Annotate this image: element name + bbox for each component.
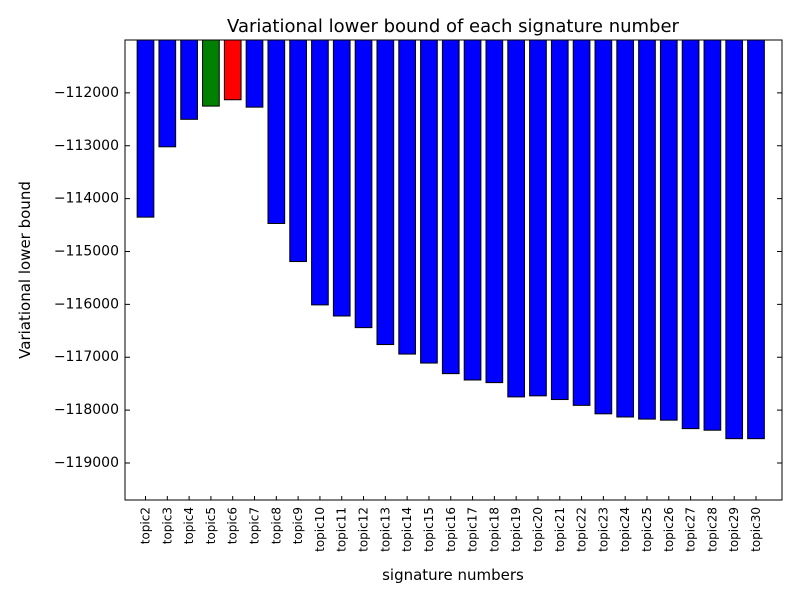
x-tick-label: topic18 (487, 507, 501, 552)
bar-topic30 (747, 39, 765, 440)
x-tick-label: topic24 (618, 507, 632, 552)
bar-topic12 (354, 39, 373, 329)
y-axis: −112000 −113000 −114000 −115000 −116000 −1170… (54, 85, 782, 471)
x-tick-label: topic27 (684, 507, 698, 552)
x-tick-label: topic21 (553, 507, 567, 552)
bar-topic20 (529, 39, 547, 397)
x-tick-label: topic14 (400, 507, 414, 552)
bar-topic19 (507, 39, 525, 398)
y-tick-label: −117000 (54, 349, 119, 365)
bar-topic8 (267, 39, 286, 224)
x-tick-label: topic12 (357, 507, 371, 552)
x-tick-label: topic16 (444, 507, 458, 552)
bar-topic22 (572, 39, 591, 406)
y-tick-label: −113000 (54, 138, 119, 154)
bar-topic25 (638, 39, 656, 420)
x-tick-label: topic25 (640, 507, 654, 552)
x-tick-label: topic13 (378, 507, 392, 552)
bar-topic11 (332, 39, 351, 317)
x-tick-label: topic10 (313, 507, 327, 552)
x-tick-label: topic26 (662, 507, 676, 552)
x-tick-label: topic2 (139, 507, 153, 544)
bars-layer (136, 39, 765, 440)
bar-topic14 (398, 39, 416, 355)
x-tick-label: topic15 (422, 507, 436, 552)
x-tick-label: topic29 (727, 507, 741, 552)
chart-title: Variational lower bound of each signatur… (227, 16, 680, 37)
bar-topic29 (725, 39, 744, 440)
bar-topic21 (550, 39, 569, 401)
x-tick-label: topic9 (291, 507, 305, 544)
bar-topic16 (441, 39, 460, 375)
bar-topic18 (485, 39, 504, 384)
x-axis: topic2 topic3 topic4 topic5 topic6 topic7 topi… (139, 496, 763, 552)
x-tick-label: topic8 (269, 507, 283, 544)
bar-topic3 (158, 39, 177, 148)
bar-topic27 (681, 39, 700, 430)
bar-topic15 (420, 39, 438, 364)
x-tick-label: topic22 (575, 507, 589, 552)
x-tick-label: topic4 (182, 507, 196, 544)
bar-topic26 (659, 39, 678, 421)
bar-topic10 (311, 39, 329, 306)
x-tick-label: topic23 (596, 507, 610, 552)
x-tick-label: topic17 (466, 507, 480, 552)
bar-topic17 (463, 39, 482, 381)
bar-topic4 (180, 39, 198, 120)
x-tick-label: topic3 (160, 507, 174, 544)
bar-topic28 (703, 39, 722, 431)
x-axis-label: signature numbers (382, 566, 524, 584)
bar-topic9 (289, 39, 307, 263)
x-tick-label: topic28 (705, 507, 719, 552)
y-tick-label: −115000 (54, 243, 119, 259)
bar-topic2 (136, 39, 155, 218)
y-tick-label: −114000 (54, 191, 119, 207)
x-tick-label: topic7 (248, 507, 262, 544)
y-tick-label: −118000 (54, 402, 119, 418)
y-tick-label: −112000 (54, 85, 119, 101)
plot-frame (124, 39, 783, 501)
x-tick-label: topic19 (509, 507, 523, 552)
bar-topic6 (223, 39, 242, 101)
x-tick-label: topic20 (531, 507, 545, 552)
bar-topic5 (202, 39, 220, 107)
y-tick-label: −119000 (54, 455, 119, 471)
bar-topic13 (376, 39, 395, 346)
bar-topic23 (594, 39, 613, 415)
bar-topic7 (245, 39, 264, 108)
y-tick-label: −116000 (54, 296, 119, 312)
x-tick-label: topic6 (226, 507, 240, 544)
y-axis-label: Variational lower bound (16, 181, 34, 359)
x-tick-label: topic11 (335, 507, 349, 552)
x-tick-label: topic5 (204, 507, 218, 544)
bar-topic24 (616, 39, 635, 418)
x-tick-label: topic30 (749, 507, 763, 552)
